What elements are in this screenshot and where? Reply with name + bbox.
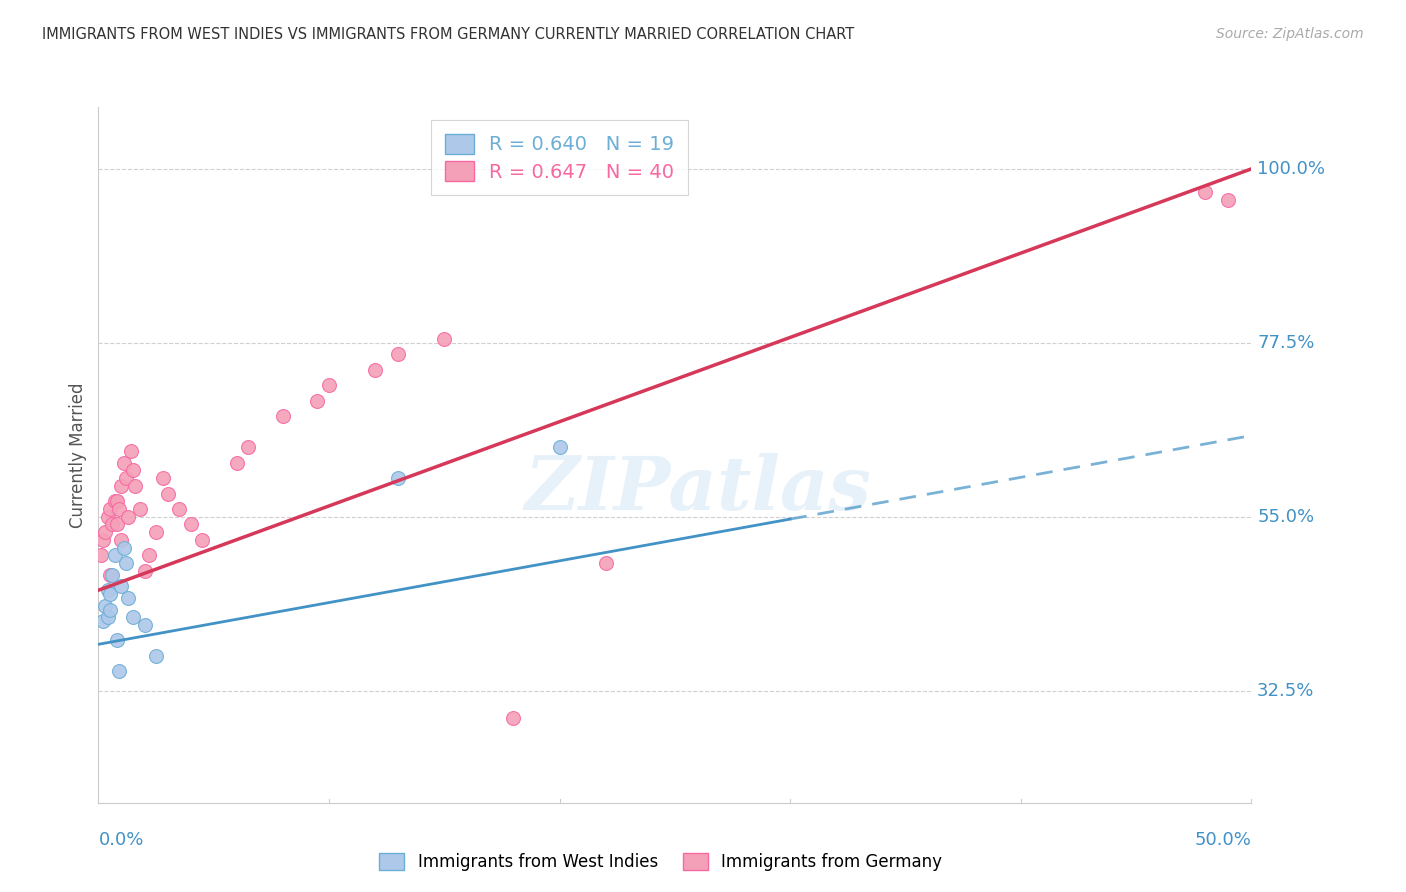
Text: 55.0%: 55.0%	[1257, 508, 1315, 525]
Text: 77.5%: 77.5%	[1257, 334, 1315, 351]
Point	[1218, 193, 1240, 207]
Text: 50.0%: 50.0%	[1195, 830, 1251, 848]
Point	[101, 517, 124, 532]
Point	[124, 479, 146, 493]
Point	[117, 509, 139, 524]
Point	[91, 614, 114, 628]
Y-axis label: Currently Married: Currently Married	[69, 382, 87, 528]
Legend: R = 0.640   N = 19, R = 0.647   N = 40: R = 0.640 N = 19, R = 0.647 N = 40	[432, 120, 688, 195]
Point	[94, 525, 117, 540]
Point	[156, 486, 179, 500]
Point	[120, 444, 142, 458]
Point	[105, 517, 128, 532]
Point	[152, 471, 174, 485]
Point	[238, 440, 260, 454]
Point	[145, 525, 167, 540]
Point	[122, 463, 145, 477]
Point	[91, 533, 114, 547]
Text: 0.0%: 0.0%	[98, 830, 143, 848]
Point	[1194, 185, 1216, 199]
Point	[98, 502, 121, 516]
Point	[97, 583, 120, 598]
Point	[98, 567, 121, 582]
Point	[115, 471, 138, 485]
Point	[110, 579, 132, 593]
Text: 32.5%: 32.5%	[1257, 681, 1315, 699]
Point	[103, 549, 125, 563]
Point	[167, 502, 190, 516]
Point	[387, 347, 409, 361]
Point	[502, 711, 524, 725]
Point	[191, 533, 214, 547]
Point	[105, 633, 128, 648]
Point	[110, 533, 132, 547]
Point	[112, 541, 135, 555]
Point	[122, 610, 145, 624]
Point	[364, 363, 387, 377]
Point	[98, 587, 121, 601]
Point	[180, 517, 202, 532]
Point	[98, 602, 121, 616]
Point	[134, 618, 156, 632]
Point	[108, 665, 131, 679]
Point	[387, 471, 409, 485]
Point	[318, 378, 340, 392]
Text: IMMIGRANTS FROM WEST INDIES VS IMMIGRANTS FROM GERMANY CURRENTLY MARRIED CORRELA: IMMIGRANTS FROM WEST INDIES VS IMMIGRANT…	[42, 27, 855, 42]
Point	[105, 494, 128, 508]
Point	[129, 502, 152, 516]
Point	[117, 591, 139, 605]
Point	[103, 494, 125, 508]
Text: Source: ZipAtlas.com: Source: ZipAtlas.com	[1216, 27, 1364, 41]
Point	[94, 599, 117, 613]
Point	[225, 456, 247, 470]
Point	[548, 440, 571, 454]
Point	[138, 549, 160, 563]
Point	[97, 610, 120, 624]
Point	[90, 549, 112, 563]
Point	[101, 567, 124, 582]
Point	[108, 502, 131, 516]
Point	[145, 648, 167, 663]
Point	[110, 479, 132, 493]
Text: 100.0%: 100.0%	[1257, 160, 1324, 178]
Point	[271, 409, 294, 424]
Point	[134, 564, 156, 578]
Point	[115, 556, 138, 570]
Point	[97, 509, 120, 524]
Legend: Immigrants from West Indies, Immigrants from Germany: Immigrants from West Indies, Immigrants …	[371, 845, 950, 880]
Point	[112, 456, 135, 470]
Point	[307, 393, 329, 408]
Point	[433, 332, 456, 346]
Text: ZIPatlas: ZIPatlas	[524, 453, 872, 526]
Point	[595, 556, 617, 570]
